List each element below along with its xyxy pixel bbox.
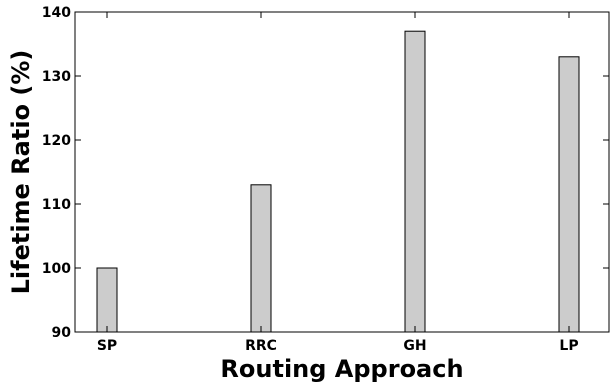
bar-lp [558,56,580,333]
y-axis-title: Lifetime Ratio (%) [7,50,35,295]
x-tick-label: RRC [245,338,277,354]
x-axis-title: Routing Approach [220,355,463,383]
x-tick-label: LP [559,338,578,354]
x-axis-ticks: SP RRC GH LP [97,12,579,354]
y-tick-label: 110 [42,197,71,213]
bar-rrc [250,184,272,333]
bar-sp [96,267,118,333]
bars [96,30,580,333]
plot-area [74,11,610,333]
bar-gh [404,30,426,333]
plot-frame [74,11,610,333]
y-tick-label: 90 [52,325,72,341]
y-axis-ticks: 90 100 110 120 130 140 [42,5,609,341]
y-tick-label: 140 [42,5,71,21]
x-tick-label: GH [403,338,426,354]
y-tick-label: 120 [42,133,71,149]
x-tick-label: SP [97,338,117,354]
y-tick-label: 130 [42,69,71,85]
y-tick-label: 100 [42,261,71,277]
